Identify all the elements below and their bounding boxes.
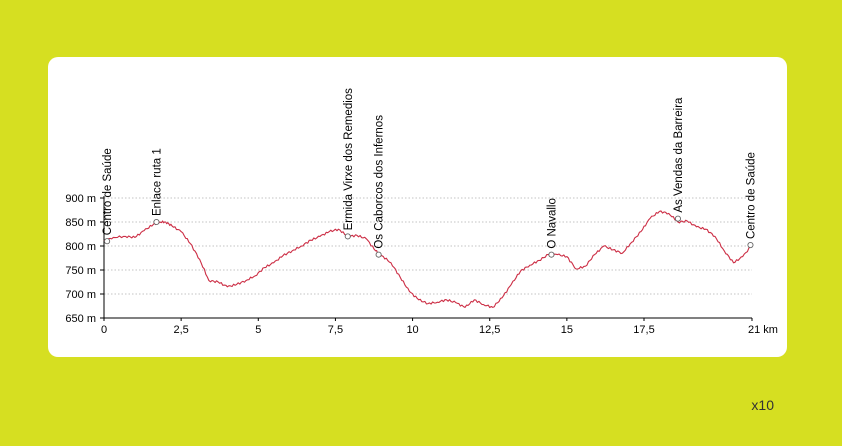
waypoint-label: Enlace ruta 1 [151, 148, 163, 216]
x-tick-label: 12,5 [479, 324, 500, 336]
waypoint-label: As Vendas da Barreira [673, 97, 685, 213]
waypoint-label: Centro de Saúde [102, 148, 114, 235]
waypoint-marker [747, 241, 754, 249]
y-tick-label: 800 m [65, 241, 96, 253]
x-tick-label: 10 [406, 324, 418, 336]
x-tick-label: 0 [101, 324, 107, 336]
x-tick-labels: 0 2,5 5 7,5 10 12,5 15 17,5 21 km [101, 324, 778, 336]
axes [100, 196, 753, 321]
x-tick-label: 15 [561, 324, 573, 336]
y-tick-label: 650 m [65, 313, 96, 325]
waypoint-marker [674, 215, 681, 222]
chart-card [48, 57, 787, 357]
y-tick-label: 700 m [65, 289, 96, 301]
y-tick-label: 850 m [65, 217, 96, 229]
y-tick-labels: 650 m 700 m 750 m 800 m 850 m 900 m [65, 193, 96, 325]
grid-lines [104, 197, 752, 295]
x-tick-label: 7,5 [328, 324, 343, 336]
waypoint-marker [153, 218, 160, 226]
waypoint-label: Os Caborcos dos Infernos [374, 115, 386, 249]
y-tick-label: 900 m [65, 193, 96, 205]
waypoint-marker [104, 238, 111, 245]
waypoint-label: Centro de Saúde [745, 152, 757, 239]
x-tick-label: 2,5 [173, 324, 188, 336]
x-tick-label: 17,5 [633, 324, 654, 336]
x-tick-label: 5 [255, 324, 261, 336]
waypoint-marker [548, 251, 555, 258]
elevation-series-line [103, 210, 753, 309]
waypoint-label: Ermida Virxe dos Remedios [343, 88, 355, 231]
x-tick-label: 21 km [748, 324, 778, 336]
waypoint-marker [375, 251, 382, 258]
scale-footnote: x10 [751, 397, 774, 413]
waypoint-marker [344, 233, 351, 240]
y-tick-label: 750 m [65, 265, 96, 277]
series-layer [103, 210, 753, 309]
waypoints-layer: Centro de Saúde Enlace ruta 1 Ermida Virxe… [102, 88, 757, 258]
waypoint-label: O Navallo [546, 198, 558, 249]
